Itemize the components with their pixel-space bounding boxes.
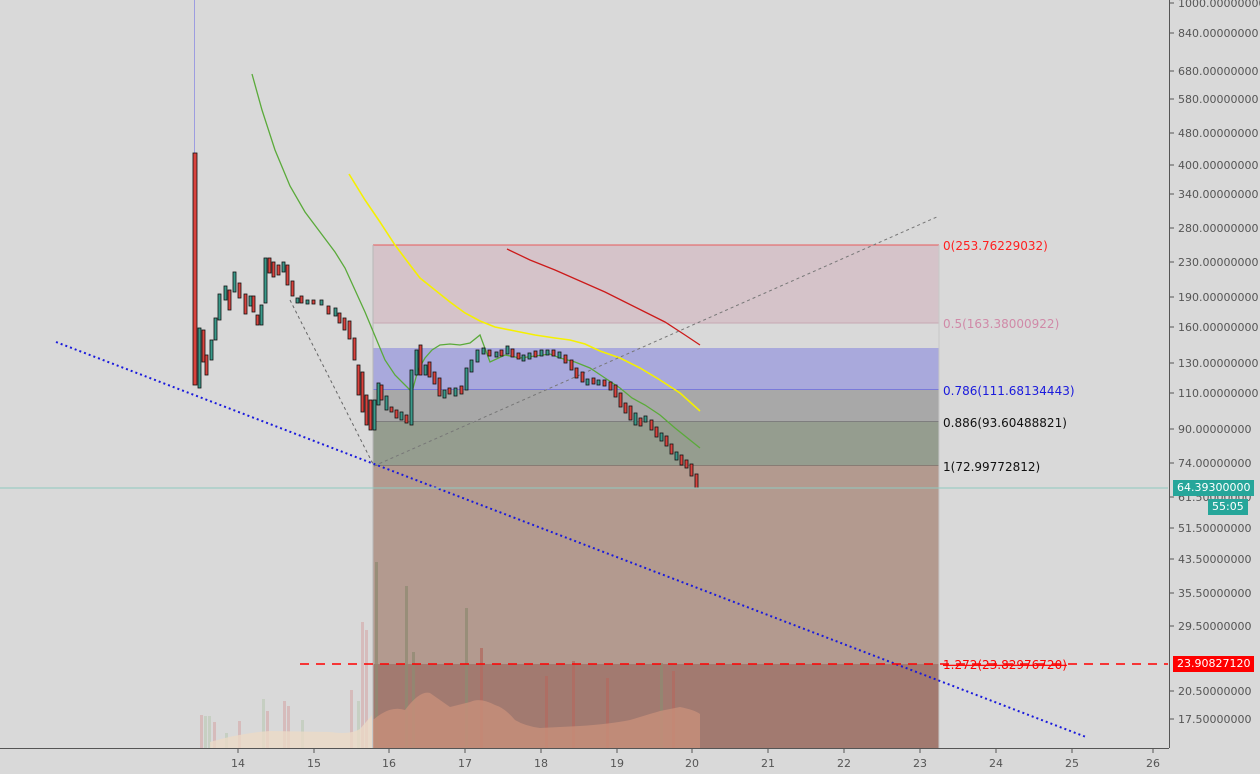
time-tick: 24 xyxy=(989,757,1003,770)
price-tick: 110.00000000 xyxy=(1178,387,1258,400)
price-tick: 680.00000000 xyxy=(1178,65,1258,78)
price-tick: 20.50000000 xyxy=(1178,685,1251,698)
price-tick: 190.00000000 xyxy=(1178,291,1258,304)
fib-label-0.886: 0.886(93.60488821) xyxy=(943,416,1067,430)
fib-leg-1[interactable] xyxy=(289,299,375,467)
candles xyxy=(192,152,699,489)
price-tick: 43.50000000 xyxy=(1178,553,1251,566)
price-tick: 74.00000000 xyxy=(1178,457,1251,470)
time-tick: 25 xyxy=(1065,757,1079,770)
time-axis[interactable]: 14 15 16 17 18 19 20 21 22 23 24 25 26 xyxy=(0,748,1169,770)
price-tick: 160.00000000 xyxy=(1178,321,1258,334)
price-tick: 90.00000000 xyxy=(1178,423,1251,436)
fib-leg-2[interactable] xyxy=(373,215,940,467)
price-tick: 17.50000000 xyxy=(1178,713,1251,726)
ma-red-line[interactable] xyxy=(506,248,701,346)
descending-trendline[interactable] xyxy=(55,341,1087,738)
price-tick: 130.00000000 xyxy=(1178,357,1258,370)
time-tick: 20 xyxy=(685,757,699,770)
volume-bars xyxy=(200,622,372,748)
fib-label-0: 0(253.76229032) xyxy=(943,239,1048,253)
alert-price-tag: 23.90827120 xyxy=(1173,656,1255,672)
bar-countdown-tag: 55:05 xyxy=(1208,499,1248,515)
time-tick: 22 xyxy=(837,757,851,770)
time-tick: 15 xyxy=(307,757,321,770)
price-tick: 280.00000000 xyxy=(1178,222,1258,235)
price-tick: 340.00000000 xyxy=(1178,188,1258,201)
time-tick: 16 xyxy=(382,757,396,770)
price-tick: 35.50000000 xyxy=(1178,587,1251,600)
price-axis[interactable]: 1000.00000000 840.00000000 680.00000000 … xyxy=(1169,0,1260,774)
time-tick: 23 xyxy=(913,757,927,770)
current-price-tag: 64.39300000 xyxy=(1173,480,1255,496)
price-tick: 480.00000000 xyxy=(1178,127,1258,140)
price-tick: 840.00000000 xyxy=(1178,27,1258,40)
price-tick: 400.00000000 xyxy=(1178,159,1258,172)
fib-label-0.5: 0.5(163.38000922) xyxy=(943,317,1059,331)
price-tick: 51.50000000 xyxy=(1178,522,1251,535)
time-tick: 19 xyxy=(610,757,624,770)
volume-bars-in-zone xyxy=(373,562,700,748)
time-tick: 26 xyxy=(1146,757,1160,770)
fib-label-1.272: 1.272(23.82976720) xyxy=(943,658,1067,672)
time-tick: 18 xyxy=(534,757,548,770)
price-tick: 29.50000000 xyxy=(1178,620,1251,633)
price-tick: 1000.00000000 xyxy=(1178,0,1260,10)
price-tick: 230.00000000 xyxy=(1178,256,1258,269)
price-tick: 580.00000000 xyxy=(1178,93,1258,106)
fib-label-0.786: 0.786(111.68134443) xyxy=(943,384,1075,398)
time-tick: 14 xyxy=(231,757,245,770)
fib-label-1: 1(72.99772812) xyxy=(943,460,1040,474)
time-tick: 17 xyxy=(458,757,472,770)
time-tick: 21 xyxy=(761,757,775,770)
ma-yellow-line[interactable] xyxy=(348,173,701,412)
